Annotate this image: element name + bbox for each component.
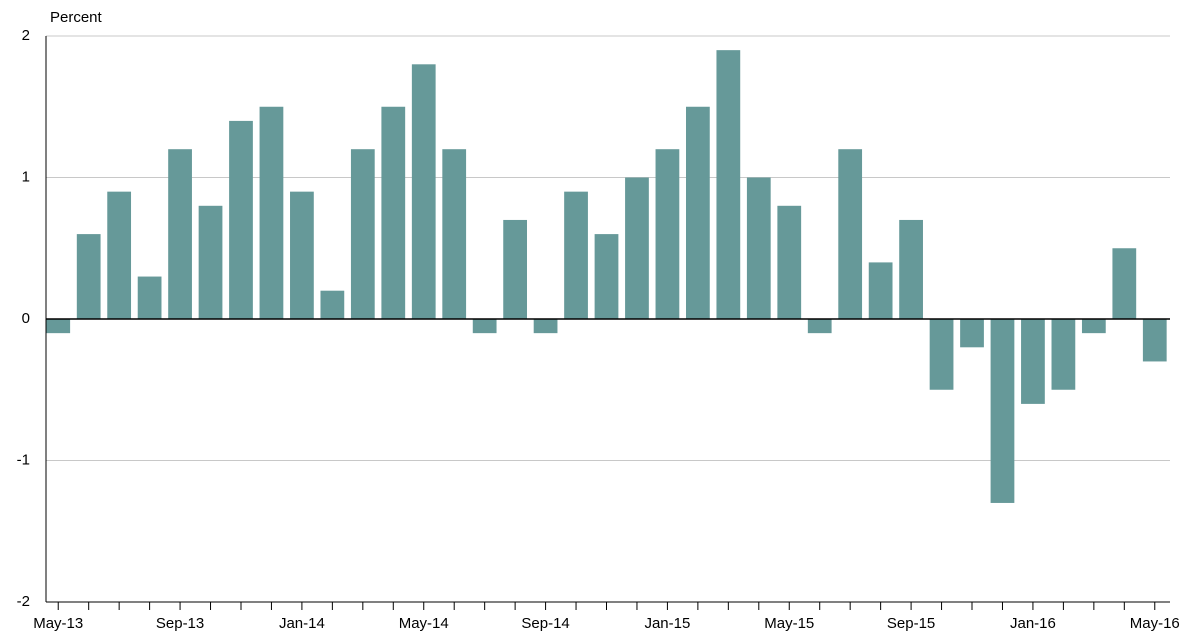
bar: [107, 191, 132, 319]
x-tick-label: May-13: [33, 615, 83, 632]
y-tick-label: 2: [22, 27, 30, 44]
x-tick-label: Sep-13: [156, 615, 204, 632]
bar: [259, 106, 284, 319]
bar: [1142, 319, 1167, 362]
y-tick-label: -2: [17, 593, 30, 610]
x-tick-label: Jan-16: [1010, 615, 1056, 632]
bar: [472, 319, 497, 334]
bar: [1112, 248, 1137, 319]
bar: [625, 177, 649, 319]
bar: [290, 191, 314, 319]
bar: [1051, 319, 1076, 390]
bar: [1021, 319, 1045, 404]
bar: [807, 319, 832, 334]
y-tick-label: -1: [17, 451, 30, 468]
bar: [716, 50, 741, 320]
bar: [76, 234, 101, 319]
x-tick-label: May-16: [1130, 615, 1180, 632]
bar: [655, 149, 680, 319]
bar: [685, 106, 710, 319]
bar: [868, 262, 893, 319]
y-tick-label: 1: [22, 168, 30, 185]
bar: [1081, 319, 1106, 334]
y-tick-label: 0: [22, 310, 30, 327]
x-tick-label: May-15: [764, 615, 814, 632]
bar: [442, 149, 467, 319]
bar: [777, 205, 802, 319]
bar: [990, 319, 1015, 503]
bar: [960, 319, 984, 348]
y-axis-label: Percent: [50, 9, 103, 26]
x-tick-label: Sep-15: [887, 615, 935, 632]
bar: [320, 290, 345, 319]
bar: [929, 319, 954, 390]
bar: [899, 219, 923, 319]
x-tick-label: Jan-14: [279, 615, 325, 632]
bar: [411, 64, 436, 319]
bar: [381, 106, 406, 319]
bar: [533, 319, 558, 334]
bar: [564, 191, 588, 319]
bar: [350, 149, 375, 319]
bar: [746, 177, 771, 319]
x-tick-label: Jan-15: [644, 615, 690, 632]
bar: [168, 149, 192, 319]
bar: [594, 234, 619, 319]
bar: [229, 120, 253, 320]
bar: [137, 276, 162, 319]
bar: [198, 205, 223, 319]
bar: [503, 219, 528, 319]
x-tick-label: May-14: [399, 615, 449, 632]
bar: [838, 149, 863, 319]
x-tick-label: Sep-14: [521, 615, 569, 632]
bar: [46, 319, 71, 334]
